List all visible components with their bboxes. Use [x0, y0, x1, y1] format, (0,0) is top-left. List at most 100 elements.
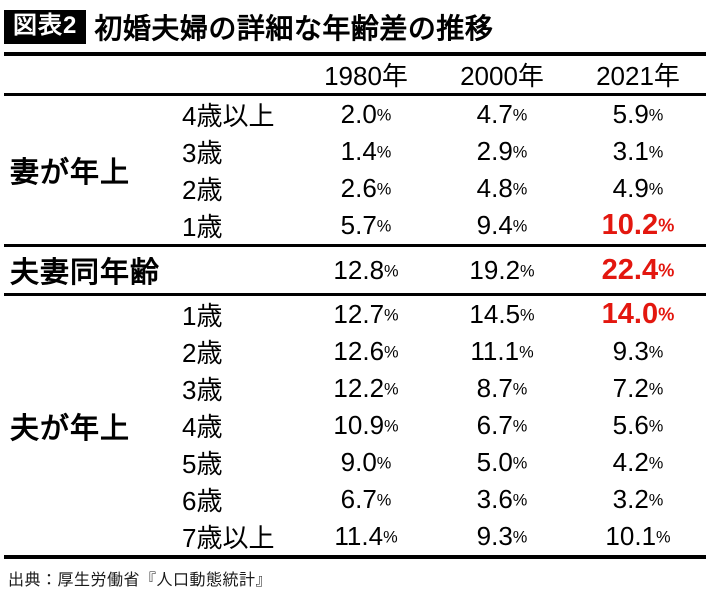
value-cell: 10.9% [298, 407, 434, 444]
year-header-0: 1980年 [324, 61, 408, 91]
value-number: 11.4 [334, 521, 384, 551]
value-number: 9.4 [476, 210, 513, 240]
corner-cell [4, 54, 298, 95]
percent-sign: % [383, 528, 398, 547]
percent-sign: % [384, 262, 399, 281]
percent-sign: % [656, 528, 671, 547]
age-diff-label: 6歳 [182, 486, 223, 516]
value-cell: 5.9% [570, 95, 706, 134]
table-row: 妻が年上 4歳以上 2.0% 4.7% 5.9% [4, 95, 706, 189]
value-cell: 5.0% [434, 444, 570, 481]
age-diff-label: 1歳 [182, 212, 223, 242]
percent-sign: % [512, 217, 528, 236]
value-cell: 2.6% [298, 170, 434, 207]
value-number: 1.4 [340, 136, 377, 166]
value-cell: 10.1% [570, 518, 706, 557]
percent-sign: % [648, 143, 664, 162]
table-row: 夫が年上 1歳 12.7% 14.5% 14.0% [4, 295, 706, 445]
value-cell: 5.6% [570, 407, 706, 444]
value-cell: 4.2% [570, 444, 706, 481]
value-number: 3.2 [612, 484, 649, 514]
value-cell: 22.4% [570, 246, 706, 295]
age-diff-label: 3歳 [182, 138, 223, 168]
table-section-0: 妻が年上 4歳以上 2.0% 4.7% 5.9% 3歳 1.4% 2.9% 3.1% 2歳 2.6%… [4, 94, 706, 246]
percent-sign: % [512, 454, 528, 473]
figure-title: 初婚夫婦の詳細な年齢差の推移 [94, 13, 494, 44]
value-number: 9.3 [476, 521, 513, 551]
value-cell: 6.7% [434, 407, 570, 444]
value-number: 2.0 [340, 99, 377, 129]
percent-sign: % [512, 417, 528, 436]
percent-sign: % [376, 217, 392, 236]
table-header: 1980年 2000年 2021年 [4, 54, 706, 95]
value-number: 12.2 [333, 373, 385, 403]
value-number: 9.3 [612, 336, 649, 366]
percent-sign: % [648, 180, 664, 199]
value-number: 5.0 [476, 447, 513, 477]
age-gap-table: 1980年 2000年 2021年 妻が年上 4歳以上 2.0% 4.7% 5.9% 3歳 1.… [4, 52, 706, 559]
value-number: 4.9 [612, 173, 649, 203]
percent-sign: % [512, 106, 528, 125]
percent-sign: % [376, 143, 392, 162]
value-cell: 4.8% [434, 170, 570, 207]
percent-sign: % [384, 306, 399, 325]
value-number: 2.6 [340, 173, 377, 203]
table-row: 6歳 6.7% 3.6% 3.2% [4, 481, 706, 518]
table-row: 4歳 10.9% 6.7% 5.6% [4, 407, 706, 444]
value-number: 22.4 [601, 253, 659, 286]
percent-sign: % [648, 417, 664, 436]
percent-sign: % [512, 380, 528, 399]
value-number: 2.9 [476, 136, 513, 166]
group-label: 妻が年上 [10, 157, 131, 189]
value-number: 5.6 [612, 410, 649, 440]
percent-sign: % [376, 491, 392, 510]
table-row: 7歳以上 11.4% 9.3% 10.1% [4, 518, 706, 557]
age-diff-label: 5歳 [182, 449, 223, 479]
table-row: 2歳 2.6% 4.8% 4.9% [4, 170, 706, 207]
percent-sign: % [512, 180, 528, 199]
value-number: 12.8 [333, 254, 385, 285]
table-row: 3歳 1.4% 2.9% 3.1% [4, 133, 706, 170]
value-number: 4.2 [612, 447, 649, 477]
age-diff-label: 2歳 [182, 175, 223, 205]
value-cell: 6.7% [298, 481, 434, 518]
value-cell: 12.2% [298, 370, 434, 407]
value-number: 6.7 [340, 484, 377, 514]
value-cell: 14.5% [434, 295, 570, 334]
value-number: 19.2 [469, 254, 521, 285]
value-number: 10.1 [605, 521, 657, 551]
percent-sign: % [648, 380, 664, 399]
table-section-1: 夫妻同年齢 12.8% 19.2% 22.4% [4, 245, 706, 295]
value-cell: 3.6% [434, 481, 570, 518]
value-number: 11.1 [470, 336, 520, 366]
percent-sign: % [519, 343, 534, 362]
value-cell: 9.4% [434, 207, 570, 246]
value-number: 14.5 [469, 299, 521, 329]
value-number: 6.7 [476, 410, 513, 440]
age-diff-label: 3歳 [182, 375, 223, 405]
value-cell: 9.3% [434, 518, 570, 557]
percent-sign: % [512, 528, 528, 547]
percent-sign: % [520, 262, 535, 281]
table-row: 3歳 12.2% 8.7% 7.2% [4, 370, 706, 407]
group-label: 夫妻同年齢 [10, 257, 161, 289]
figure-title-row: 図表2 初婚夫婦の詳細な年齢差の推移 [4, 8, 706, 46]
year-header-1: 2000年 [460, 61, 544, 91]
value-number: 5.7 [340, 210, 377, 240]
percent-sign: % [376, 180, 392, 199]
value-number: 7.2 [612, 373, 649, 403]
value-cell: 10.2% [570, 207, 706, 246]
value-number: 10.2 [601, 209, 659, 241]
age-diff-label: 4歳 [182, 412, 223, 442]
value-cell: 4.7% [434, 95, 570, 134]
source-note: 出典：厚生労働省『人口動態統計』 [8, 572, 273, 589]
value-cell: 1.4% [298, 133, 434, 170]
percent-sign: % [658, 303, 675, 325]
table-section-2: 夫が年上 1歳 12.7% 14.5% 14.0% 2歳 12.6% 11.1% 9.3% 3歳 1… [4, 294, 706, 558]
percent-sign: % [512, 491, 528, 510]
table-row: 夫妻同年齢 12.8% 19.2% 22.4% [4, 246, 706, 295]
value-number: 3.6 [476, 484, 513, 514]
percent-sign: % [648, 343, 664, 362]
age-diff-label: 4歳以上 [182, 101, 275, 131]
